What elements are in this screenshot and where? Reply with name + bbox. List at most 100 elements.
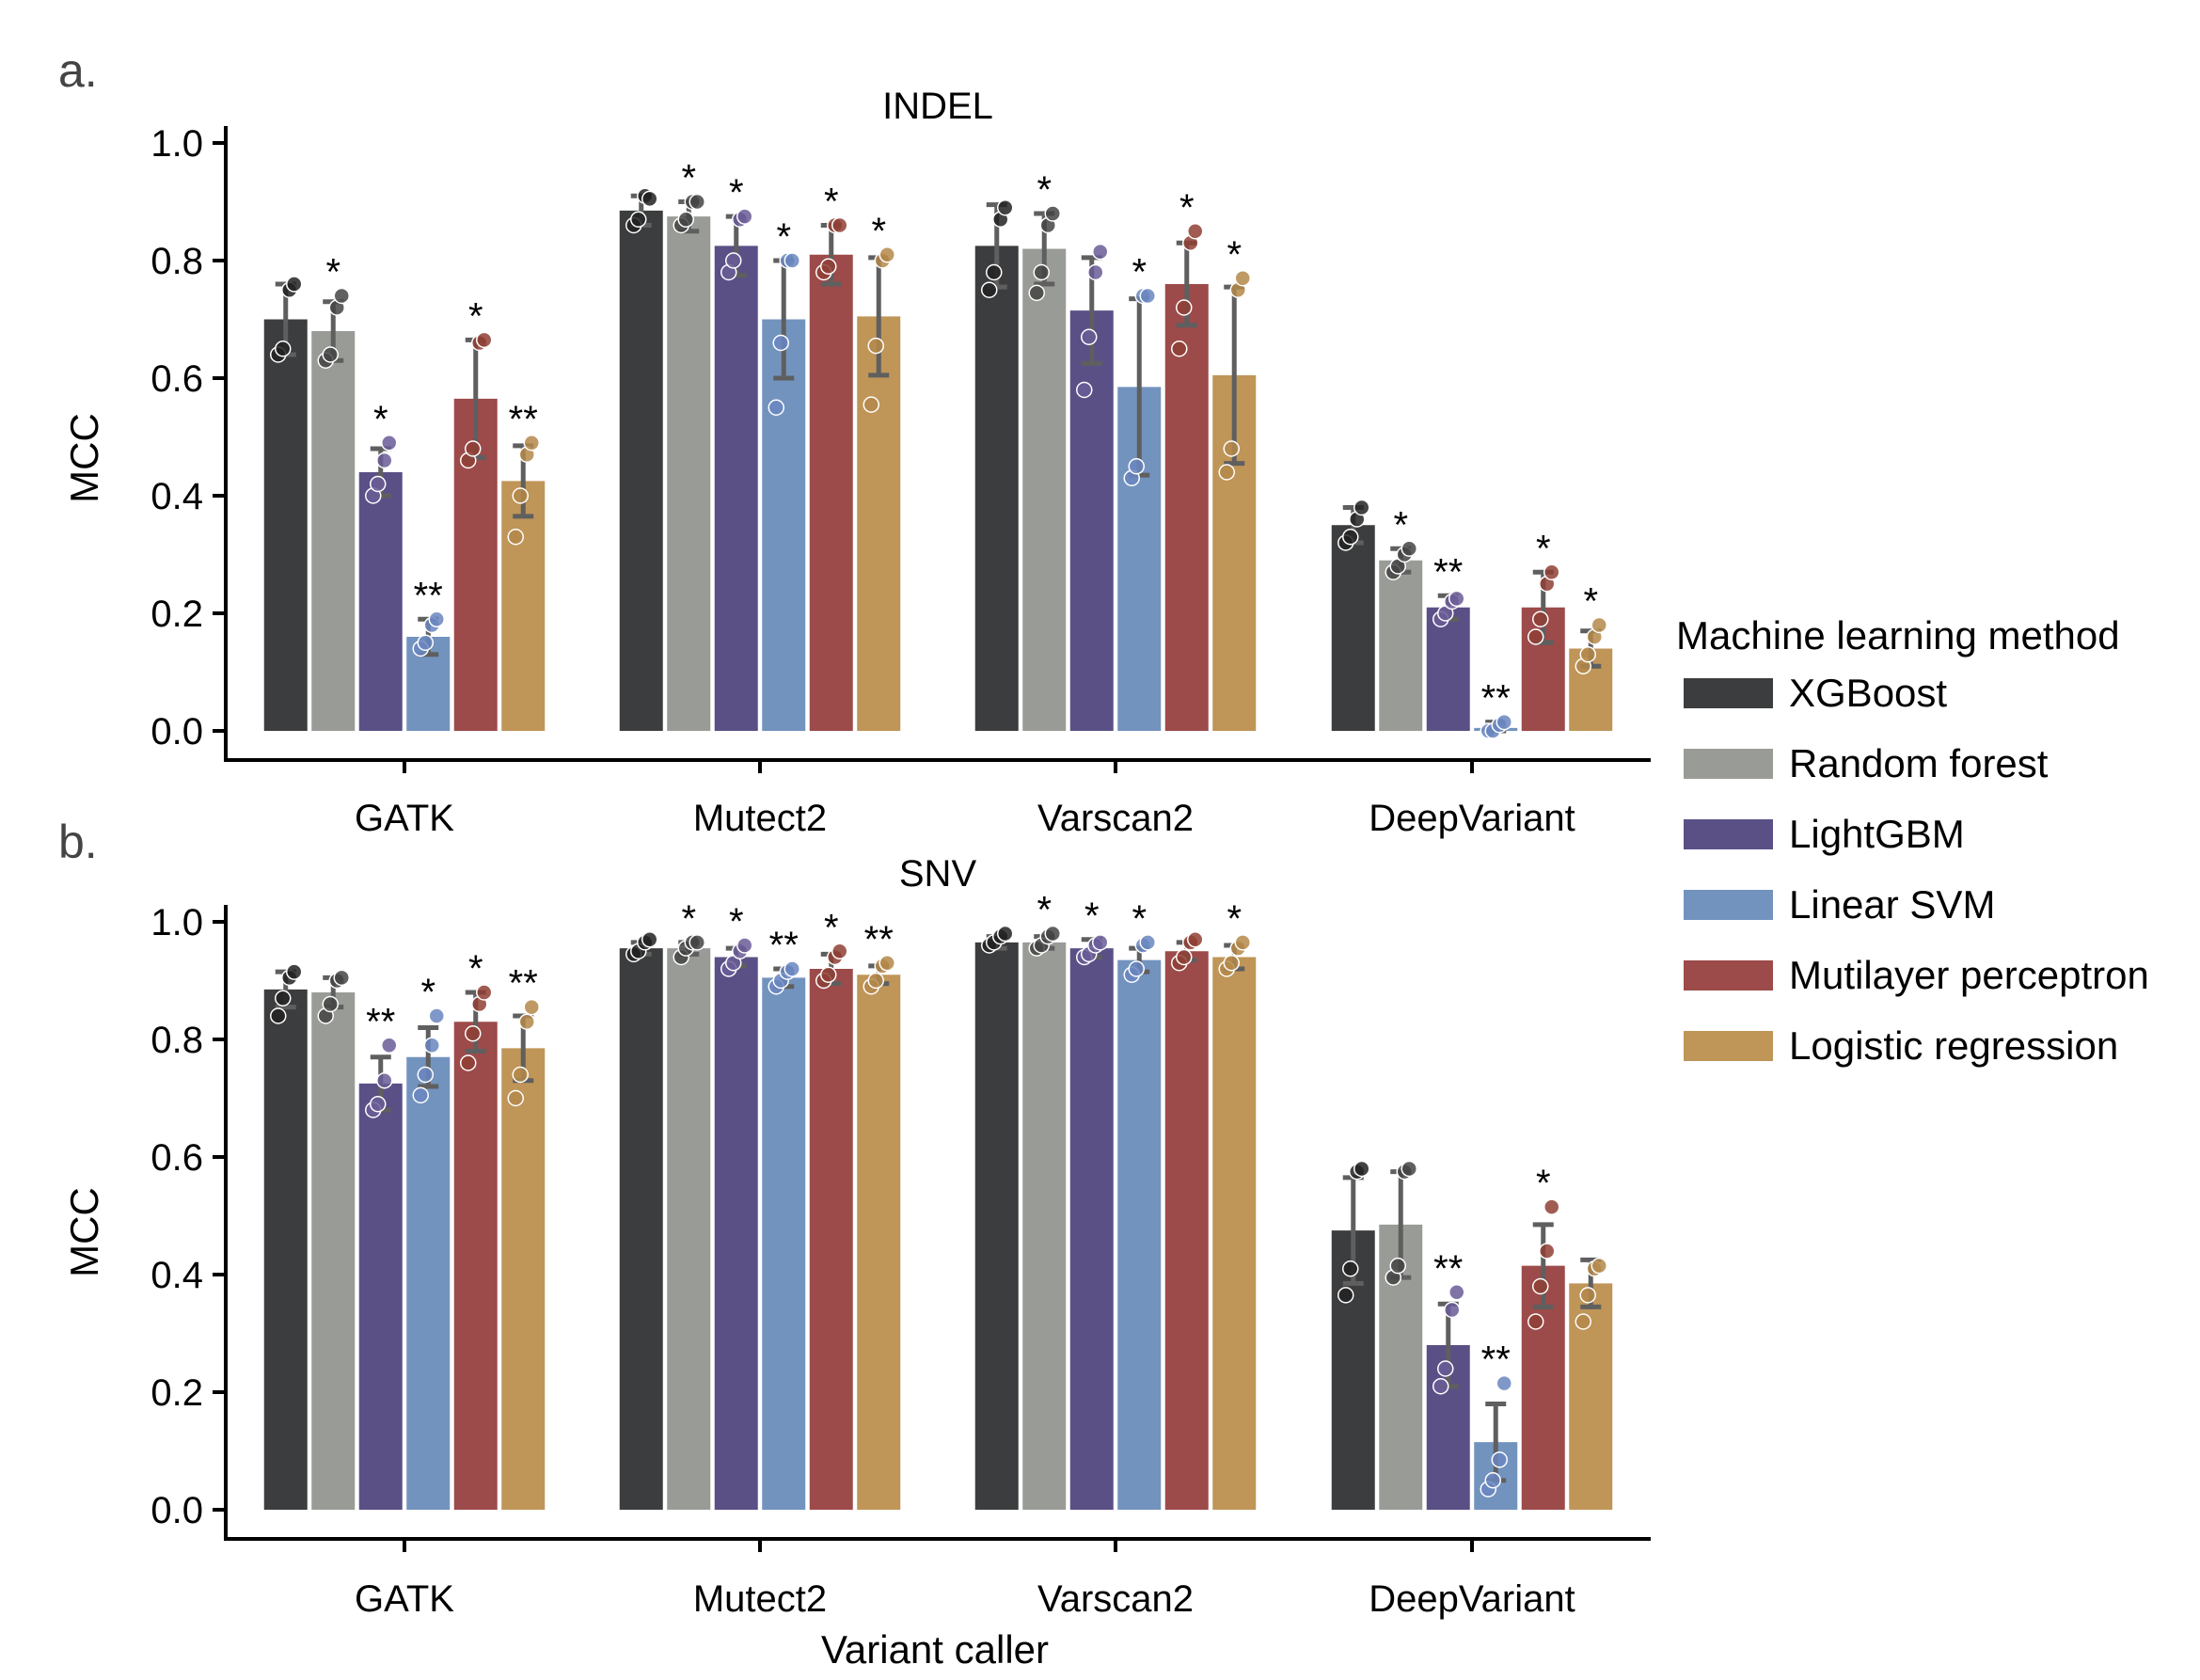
data-point [322, 346, 339, 363]
data-point [736, 937, 753, 954]
significance-marker: ** [414, 575, 443, 616]
data-point [688, 193, 705, 211]
data-point [1218, 464, 1235, 481]
panel-b-label: b. [58, 816, 98, 868]
data-point [1234, 934, 1251, 951]
data-point [1543, 1198, 1560, 1215]
legend-swatch [1684, 960, 1773, 991]
data-point [867, 972, 884, 990]
panel-a-ylabel: MCC [62, 413, 106, 503]
data-point [270, 1007, 287, 1024]
x-tick-label: Mutect2 [693, 1578, 827, 1620]
bar [809, 254, 853, 731]
x-axis-title: Variant caller [821, 1627, 1049, 1672]
significance-marker: * [776, 216, 791, 258]
data-point [878, 246, 895, 263]
data-point [1579, 646, 1596, 663]
data-point [512, 1066, 529, 1084]
data-point [428, 1007, 445, 1024]
bar [311, 331, 356, 731]
x-tick-label: GATK [355, 798, 454, 839]
data-point [1539, 1243, 1556, 1260]
panel-a-title: INDEL [882, 86, 993, 127]
significance-marker: * [1132, 898, 1147, 940]
data-point [1579, 1287, 1596, 1304]
data-point [1448, 590, 1465, 608]
y-tick-label: 0.0 [150, 1490, 203, 1531]
data-point [1491, 1451, 1508, 1468]
x-tick-label: Varscan2 [1037, 798, 1194, 839]
data-point [1484, 1472, 1501, 1489]
legend: Machine learning method XGBoost Random fo… [1676, 613, 2149, 1068]
bar [974, 246, 1019, 731]
x-tick-label: GATK [355, 1578, 454, 1620]
bar [263, 989, 308, 1510]
significance-marker: * [468, 948, 483, 990]
data-point [1543, 563, 1560, 580]
data-point [1087, 263, 1104, 281]
bar [501, 481, 546, 731]
legend-item-label: Mutilayer perceptron [1789, 953, 2149, 997]
y-tick-label: 0.8 [150, 241, 203, 282]
data-point [1223, 955, 1240, 972]
data-point [981, 281, 998, 298]
data-point [1092, 934, 1109, 951]
y-tick-label: 1.0 [150, 123, 203, 165]
data-point [376, 1072, 393, 1089]
bar [857, 975, 901, 1510]
y-tick-label: 0.8 [150, 1020, 203, 1061]
data-point [1532, 610, 1549, 627]
data-point [333, 969, 350, 987]
data-point [641, 190, 658, 208]
data-point [630, 211, 647, 228]
bar [1426, 607, 1470, 731]
data-point [523, 998, 540, 1016]
data-point [1353, 499, 1370, 516]
y-tick-label: 0.2 [150, 1372, 203, 1414]
data-point [831, 216, 848, 234]
y-tick-label: 1.0 [150, 902, 203, 943]
significance-marker: ** [1433, 551, 1463, 593]
data-point [275, 990, 292, 1006]
data-point [460, 1054, 477, 1071]
data-point [1128, 960, 1145, 977]
data-point [275, 341, 292, 357]
data-point [1234, 270, 1251, 287]
x-tick-label: Mutect2 [693, 798, 827, 839]
data-point [476, 984, 493, 1001]
data-point [1448, 1284, 1465, 1301]
significance-marker: * [681, 158, 696, 199]
bar [358, 472, 403, 731]
bar [1379, 560, 1423, 731]
bar [1212, 957, 1257, 1510]
bar [714, 246, 758, 731]
data-point [1139, 287, 1156, 305]
data-point [322, 995, 339, 1013]
legend-swatch [1684, 749, 1773, 779]
data-point [518, 1013, 535, 1030]
significance-marker: ** [769, 925, 799, 966]
data-point [1044, 205, 1061, 222]
data-point [1532, 1277, 1549, 1295]
data-point [783, 252, 800, 269]
data-point [1401, 540, 1417, 557]
significance-marker: * [1132, 252, 1147, 293]
y-tick-label: 0.2 [150, 594, 203, 635]
bar [619, 948, 663, 1510]
bar [263, 319, 308, 731]
legend-item-label: LightGBM [1789, 812, 1965, 856]
data-point [1496, 713, 1512, 731]
bar [762, 977, 806, 1510]
data-point [1176, 299, 1193, 316]
panel-b-title: SNV [899, 853, 977, 895]
data-point [376, 452, 393, 469]
y-tick-label: 0.4 [150, 1255, 203, 1296]
data-point [820, 258, 837, 275]
data-point [688, 934, 705, 951]
bar [1164, 284, 1209, 731]
data-point [370, 1096, 387, 1113]
data-point [286, 963, 303, 980]
significance-marker: * [468, 295, 483, 337]
data-point [1139, 934, 1156, 951]
significance-marker: * [1037, 169, 1052, 211]
